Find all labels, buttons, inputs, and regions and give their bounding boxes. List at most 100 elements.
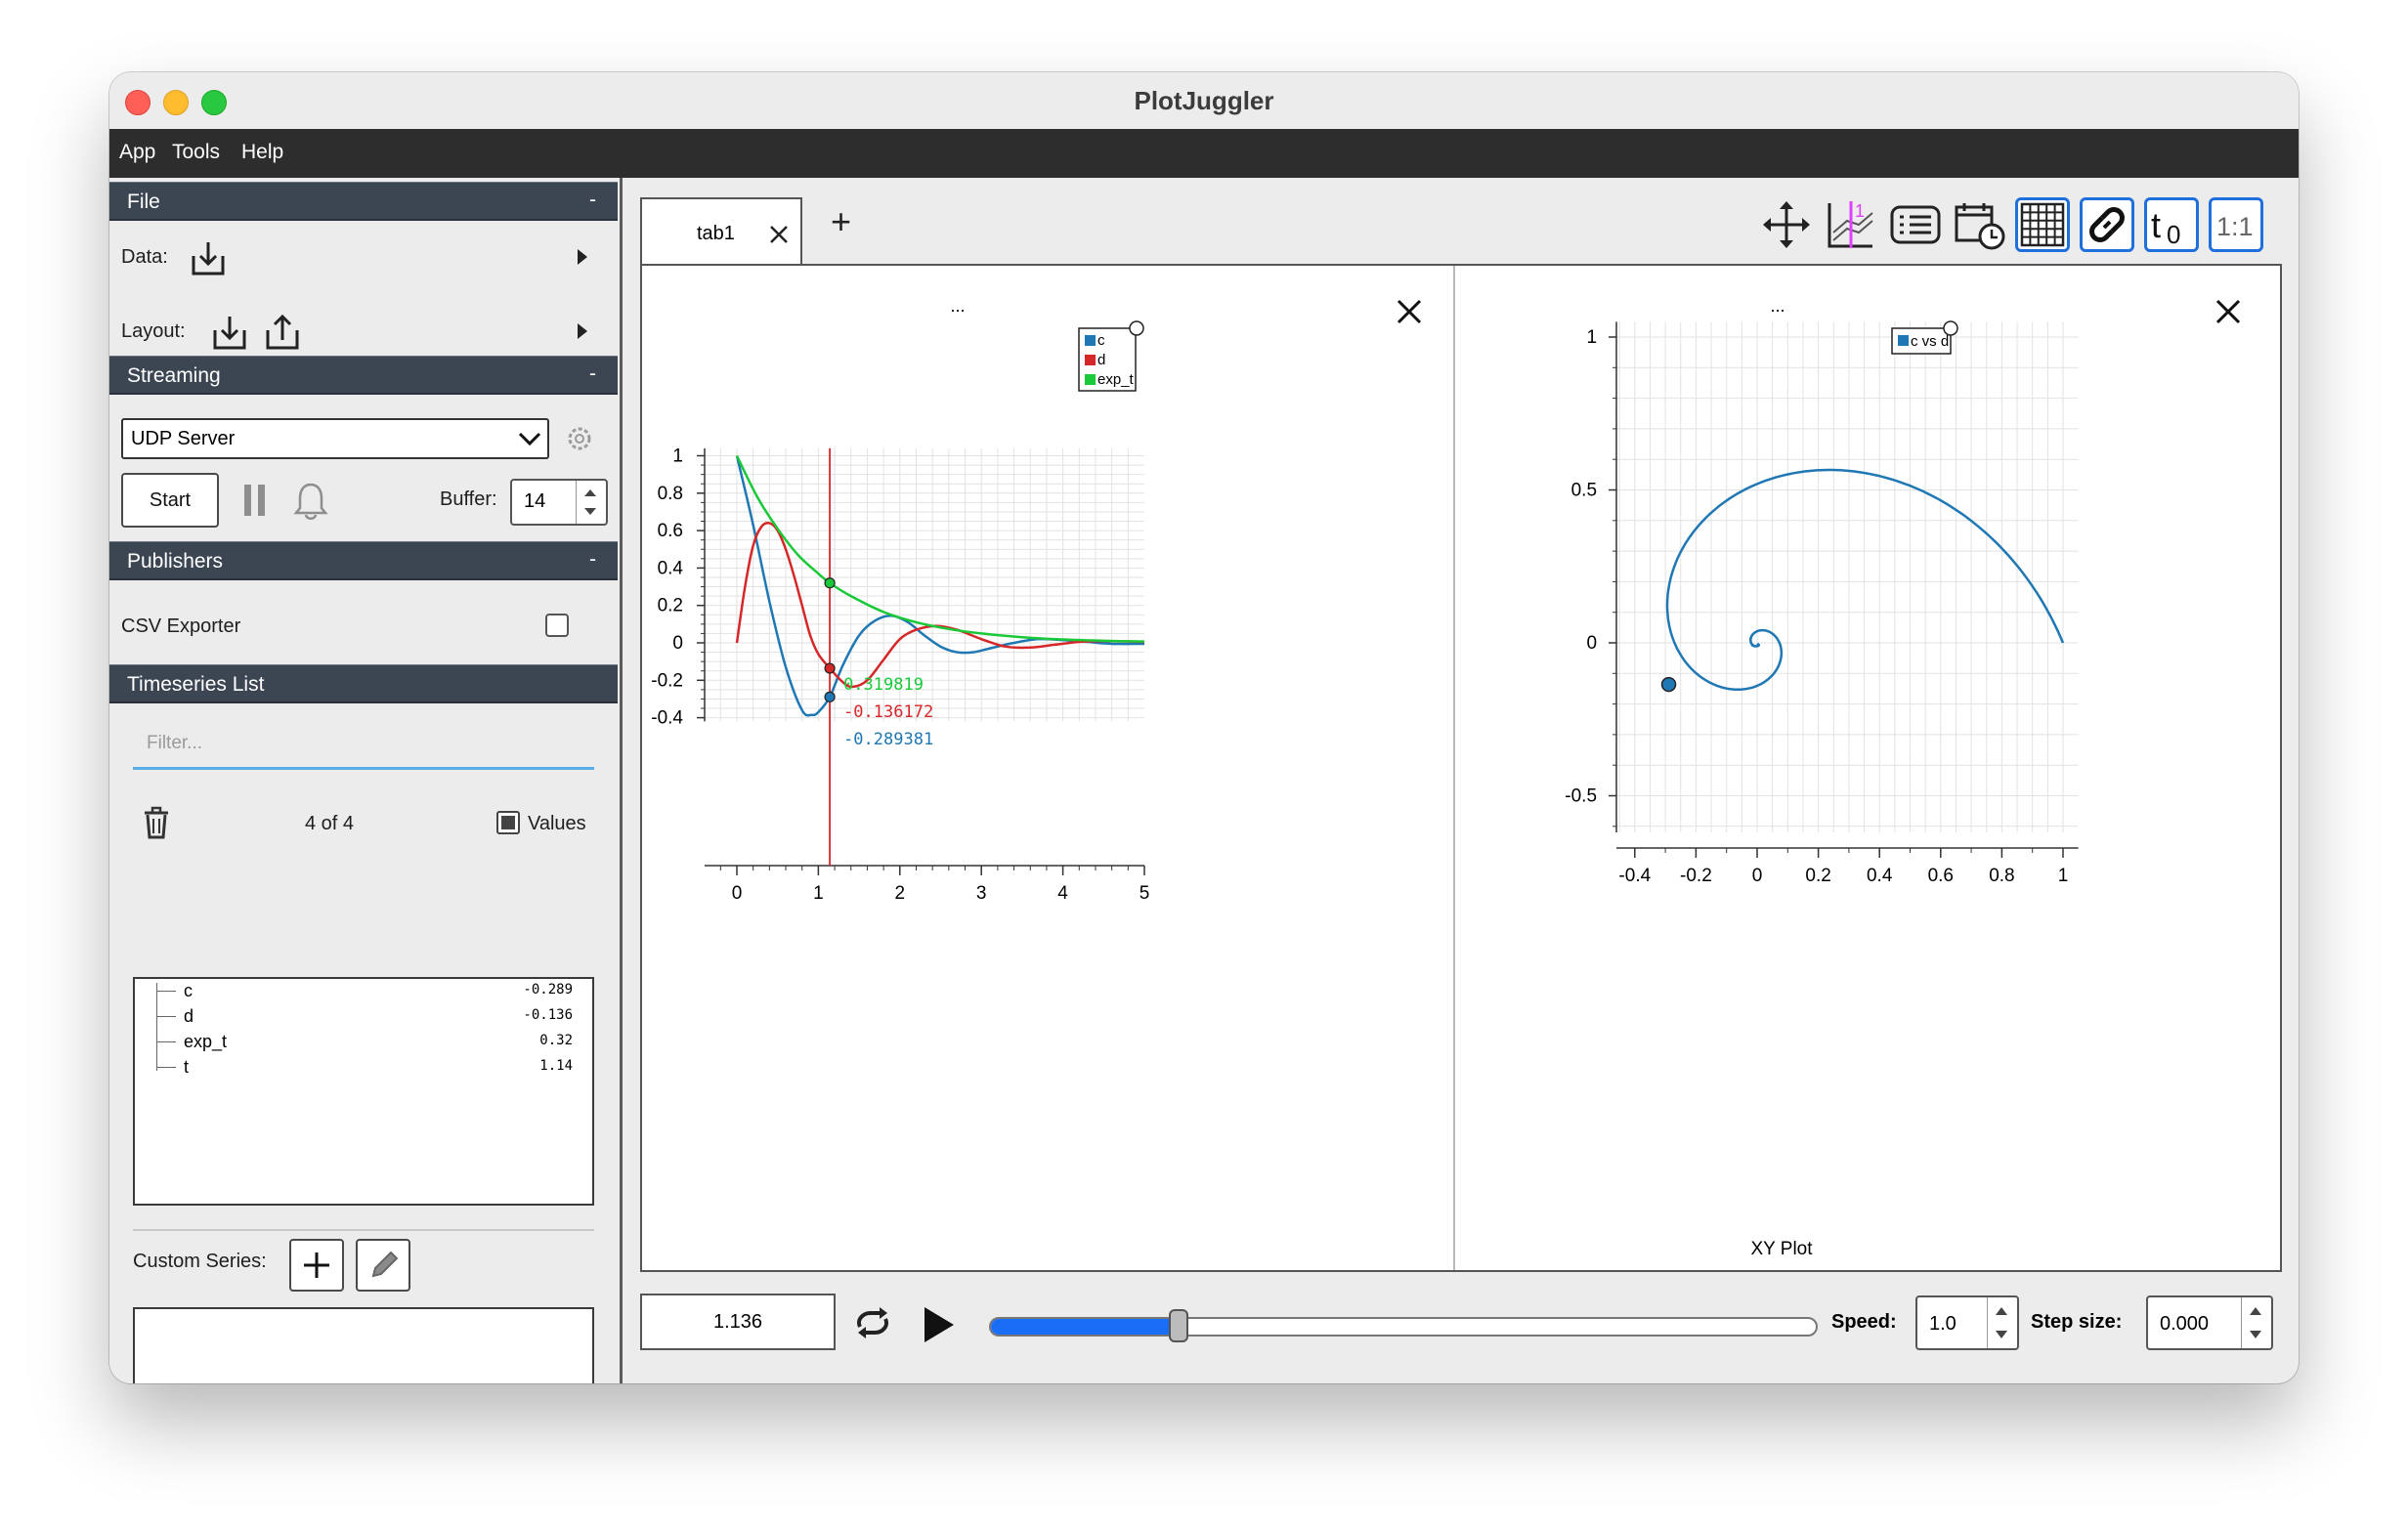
menu-app[interactable]: App: [119, 141, 156, 163]
chevron-down-icon: [518, 432, 541, 446]
speed-stepper[interactable]: [1987, 1297, 2017, 1348]
title-bar: PlotJuggler: [109, 72, 2299, 130]
x-tick-label: 1: [813, 883, 824, 904]
streaming-source-select[interactable]: UDP Server: [121, 418, 549, 459]
link-icon: [2089, 207, 2125, 242]
ratio-icon: 1:1: [2216, 212, 2254, 241]
list-item-t[interactable]: t 1.14: [135, 1055, 592, 1079]
grid-icon: [2020, 202, 2065, 247]
x-tick-label: 0: [732, 883, 743, 904]
filter-placeholder: Filter...: [147, 733, 203, 753]
edit-custom-series-button[interactable]: [356, 1239, 410, 1292]
custom-series-list[interactable]: [133, 1307, 594, 1383]
notification-bell-icon[interactable]: [293, 481, 328, 522]
values-checkbox[interactable]: [496, 811, 520, 834]
x-tick-label: 5: [1140, 883, 1150, 904]
close-plot-icon[interactable]: [1397, 299, 1422, 324]
pause-icon[interactable]: [240, 483, 270, 518]
y-tick-label: 0.2: [658, 596, 683, 616]
data-load-icon[interactable]: [190, 240, 229, 277]
x-tick-label: 1: [2058, 866, 2069, 886]
series-value: -0.289: [523, 982, 573, 997]
list-item-exp-t[interactable]: exp_t 0.32: [135, 1030, 592, 1053]
filter-input[interactable]: Filter...: [133, 721, 594, 770]
timeseries-list[interactable]: c -0.289 d -0.136 exp_t 0.32 t 1.14: [133, 977, 594, 1206]
time-input[interactable]: 1.136: [640, 1294, 836, 1350]
x-tick-label: 4: [1057, 883, 1068, 904]
y-tick-label: -0.4: [651, 708, 683, 729]
grid-toggle-button[interactable]: [2015, 197, 2070, 252]
list-item-d[interactable]: d -0.136: [135, 1004, 592, 1028]
minimize-window-button[interactable]: [163, 90, 189, 115]
menu-tools[interactable]: Tools: [172, 141, 221, 163]
t0-toggle-button[interactable]: t 0: [2144, 197, 2199, 252]
cursor-marker: [824, 662, 836, 674]
streaming-source-value: UDP Server: [131, 428, 236, 449]
step-size-spinbox[interactable]: 0.000: [2146, 1295, 2273, 1350]
file-section-header[interactable]: File -: [109, 182, 618, 221]
add-custom-series-button[interactable]: [289, 1239, 344, 1292]
calendar-clock-icon[interactable]: [1953, 197, 2007, 252]
time-tracker-icon[interactable]: 1: [1824, 197, 1878, 252]
add-tab-button[interactable]: +: [831, 201, 852, 241]
legend-handle: [1943, 320, 1958, 336]
buffer-spinbox[interactable]: 14: [510, 479, 608, 526]
menu-help[interactable]: Help: [241, 141, 284, 163]
plots-canvas[interactable]: -0.4 -0.2 0 0.2 0.4 0.6 0.8 1 0 1 2 3 4 5 0.319819 -0.1…: [642, 266, 2280, 1270]
time-slider-fill: [991, 1319, 1179, 1335]
start-button[interactable]: Start: [121, 473, 219, 528]
time-slider-handle[interactable]: [1168, 1309, 1188, 1342]
y-tick-label: 0.8: [658, 484, 683, 504]
layout-load-icon[interactable]: [211, 315, 250, 352]
close-tab-icon[interactable]: [767, 223, 791, 246]
series-count: 4 of 4: [305, 813, 355, 834]
time-slider[interactable]: [989, 1317, 1818, 1337]
tab-label: tab1: [697, 223, 735, 244]
legend: c vs d: [1891, 320, 1958, 355]
series-name: exp_t: [184, 1032, 228, 1051]
publishers-section-header[interactable]: Publishers -: [109, 541, 618, 580]
list-item-c[interactable]: c -0.289: [135, 979, 592, 1002]
legend-swatch: [1085, 355, 1096, 365]
file-collapse-toggle[interactable]: -: [589, 189, 596, 211]
speed-spinbox[interactable]: 1.0: [1915, 1295, 2019, 1350]
move-icon[interactable]: [1759, 197, 1814, 252]
data-expand-arrow-icon[interactable]: [575, 246, 590, 268]
publishers-collapse-toggle[interactable]: -: [589, 548, 596, 571]
legend-swatch: [1898, 335, 1909, 346]
streaming-section-header[interactable]: Streaming -: [109, 356, 618, 395]
csv-exporter-checkbox[interactable]: [545, 614, 569, 637]
series-name: d: [184, 1006, 194, 1026]
play-icon[interactable]: [921, 1305, 956, 1344]
step-size-stepper[interactable]: [2241, 1297, 2271, 1348]
tab-tab1[interactable]: tab1: [640, 197, 802, 266]
layout-expand-arrow-icon[interactable]: [575, 320, 590, 342]
cursor-marker: [824, 577, 836, 589]
trash-icon[interactable]: [141, 805, 172, 840]
link-toggle-button[interactable]: [2080, 197, 2134, 252]
cursor-value-label: -0.289381: [843, 730, 933, 749]
x-tick-label: 0.2: [1805, 866, 1830, 886]
settings-gear-icon[interactable]: [565, 424, 594, 453]
x-tick-label: 0.6: [1928, 866, 1954, 886]
legend: cd exp_t: [1078, 320, 1144, 392]
close-plot-icon[interactable]: [2215, 299, 2241, 324]
buffer-stepper[interactable]: [576, 481, 606, 524]
list-icon[interactable]: [1888, 197, 1943, 252]
cursor-value-label: 0.319819: [843, 675, 924, 695]
zoom-window-button[interactable]: [201, 90, 227, 115]
cursor-value-label: -0.136172: [843, 702, 933, 722]
close-window-button[interactable]: [125, 90, 150, 115]
streaming-collapse-toggle[interactable]: -: [589, 362, 596, 385]
x-tick-label: 0.4: [1867, 866, 1893, 886]
ratio-toggle-button[interactable]: 1:1: [2209, 197, 2263, 252]
app-window: PlotJuggler App Tools Help File - Data: …: [109, 72, 2299, 1383]
x-tick-label: 0.8: [1989, 866, 2014, 886]
plus-icon: [304, 1252, 329, 1278]
step-size-value: 0.000: [2160, 1313, 2210, 1335]
loop-icon[interactable]: [850, 1305, 895, 1340]
timeseries-section-header[interactable]: Timeseries List: [109, 664, 618, 703]
layout-save-icon[interactable]: [264, 313, 303, 352]
legend-label: exp_t: [1097, 371, 1135, 388]
window-title: PlotJuggler: [1134, 86, 1274, 115]
